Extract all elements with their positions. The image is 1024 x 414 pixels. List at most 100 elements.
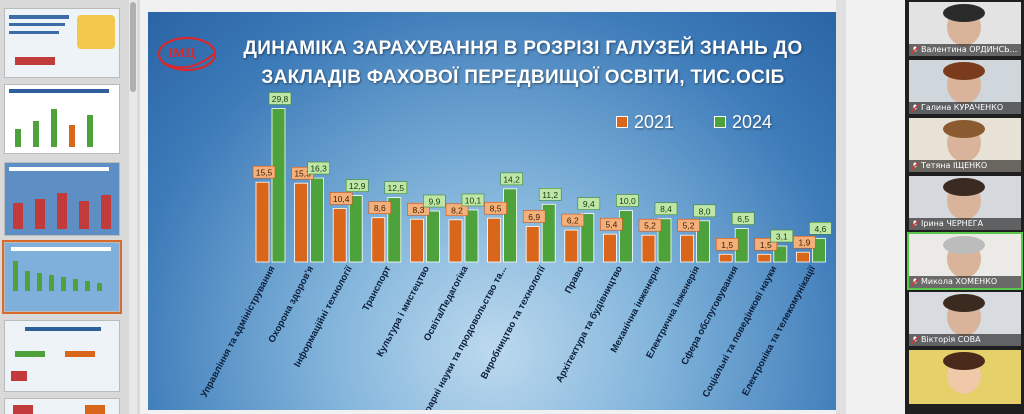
participant-name: Тетяна ІЩЕНКО bbox=[909, 160, 1021, 172]
label-bg-2024-8 bbox=[577, 197, 601, 210]
value-label-2024-11: 8,0 bbox=[699, 206, 711, 216]
bar-2021-4 bbox=[409, 218, 424, 263]
participant-hair-6 bbox=[943, 352, 985, 370]
value-label-2024-12: 6,5 bbox=[737, 214, 749, 224]
value-label-2021-0: 15,5 bbox=[256, 168, 273, 178]
bar-2021-9 bbox=[602, 233, 617, 263]
participant-tile-3[interactable]: Ірина ЧЕРНЕГА bbox=[909, 176, 1021, 230]
bar-2021-2 bbox=[332, 208, 347, 263]
label-bg-2021-12 bbox=[715, 237, 739, 251]
value-label-2024-14: 4,6 bbox=[814, 224, 826, 234]
value-label-2024-5: 10,1 bbox=[465, 195, 482, 205]
muted-mic-icon bbox=[911, 46, 919, 54]
category-label-13: Соціальні та поведінкові науки bbox=[701, 264, 780, 399]
value-label-2024-9: 10,0 bbox=[619, 196, 636, 206]
participants-panel: Валентина ОРДИНСЬ... Галина КУРАЧЕНКО Тетя… bbox=[905, 0, 1024, 414]
label-bg-2021-10 bbox=[638, 218, 662, 232]
label-bg-2024-0 bbox=[268, 92, 292, 105]
value-label-2024-1: 16,3 bbox=[310, 164, 327, 174]
value-label-2024-4: 9,9 bbox=[428, 197, 440, 207]
label-bg-2024-9 bbox=[616, 194, 639, 207]
bar-2021-1 bbox=[294, 182, 309, 263]
slide-thumbnail-1[interactable] bbox=[4, 8, 120, 78]
participant-name: Вікторія СОВА bbox=[909, 334, 1021, 346]
bar-2024-2 bbox=[348, 195, 363, 263]
thumbnails-scrollbar-thumb[interactable] bbox=[130, 2, 136, 92]
participant-hair-0 bbox=[943, 4, 985, 22]
value-label-2021-12: 1,5 bbox=[721, 240, 733, 250]
enrollment-bar-chart: 15,5 29,8 Управління та адміністрування 15,… bbox=[199, 92, 832, 410]
participant-name: Микола ХОМЕНКО bbox=[909, 276, 1021, 288]
logo-text: ІМЦ bbox=[168, 45, 196, 60]
bar-2021-5 bbox=[448, 219, 463, 263]
label-bg-2024-13 bbox=[770, 229, 794, 243]
current-slide: ІМЦ ДИНАМІКА ЗАРАХУВАННЯ В РОЗРІЗІ ГАЛУЗ… bbox=[148, 12, 838, 410]
value-label-2021-7: 6,9 bbox=[528, 212, 540, 222]
thumbnails-scrollbar[interactable] bbox=[129, 0, 137, 414]
muted-mic-icon bbox=[911, 336, 919, 344]
category-label-8: Право bbox=[563, 264, 587, 295]
value-label-2024-10: 8,4 bbox=[660, 204, 672, 214]
label-bg-2024-5 bbox=[461, 193, 485, 207]
value-label-2021-13: 1,5 bbox=[760, 240, 772, 250]
label-bg-2021-9 bbox=[600, 217, 623, 231]
legend-label-2021: 2021 bbox=[634, 112, 675, 132]
value-label-2024-7: 11,2 bbox=[542, 190, 558, 200]
bar-2021-7 bbox=[525, 226, 540, 263]
slide-area-scrollbar[interactable] bbox=[836, 0, 846, 414]
slide-title-line-2: ЗАКЛАДІВ ФАХОВОЇ ПЕРЕДВИЩОЇ ОСВІТИ, ТИС.… bbox=[261, 67, 785, 88]
bar-2024-4 bbox=[425, 210, 440, 263]
slide-thumbnail-4-current[interactable] bbox=[2, 240, 122, 314]
bar-2021-12 bbox=[718, 253, 733, 263]
label-bg-2024-11 bbox=[693, 204, 716, 218]
participant-hair-5 bbox=[943, 294, 985, 312]
value-label-2021-8: 6,2 bbox=[567, 216, 579, 226]
category-label-14: Електроніка та телекомунікації bbox=[740, 264, 818, 398]
value-label-2021-3: 8,6 bbox=[374, 203, 386, 213]
value-label-2021-4: 8,3 bbox=[412, 205, 424, 215]
label-bg-2024-3 bbox=[384, 181, 408, 194]
participant-tile-6[interactable] bbox=[909, 350, 1021, 404]
legend-label-2024: 2024 bbox=[732, 112, 773, 132]
participant-tile-0[interactable]: Валентина ОРДИНСЬ... bbox=[909, 2, 1021, 56]
label-bg-2024-14 bbox=[809, 222, 832, 235]
slide-thumbnail-2[interactable] bbox=[4, 84, 120, 154]
legend-swatch-2021 bbox=[616, 116, 628, 128]
value-label-2024-3: 12,5 bbox=[388, 183, 405, 193]
label-bg-2024-4 bbox=[423, 194, 446, 208]
slide-thumbnail-6[interactable] bbox=[4, 398, 120, 414]
slide-thumbnail-3[interactable] bbox=[4, 162, 120, 236]
value-label-2021-9: 5,4 bbox=[605, 220, 617, 230]
bar-2021-8 bbox=[564, 229, 579, 263]
value-label-2021-1: 15,3 bbox=[294, 169, 311, 179]
label-bg-2024-7 bbox=[538, 188, 562, 201]
value-label-2021-6: 8,5 bbox=[490, 204, 502, 214]
muted-mic-icon bbox=[911, 278, 919, 286]
value-label-2024-0: 29,8 bbox=[272, 94, 289, 104]
label-bg-2024-6 bbox=[500, 172, 523, 186]
participant-tile-5[interactable]: Вікторія СОВА bbox=[909, 292, 1021, 346]
label-bg-2021-3 bbox=[368, 201, 392, 215]
label-bg-2021-2 bbox=[329, 192, 353, 205]
bar-2024-0 bbox=[271, 108, 286, 263]
legend-swatch-2024 bbox=[714, 116, 726, 128]
slide-thumbnails-pane bbox=[0, 0, 140, 414]
bar-2021-11 bbox=[680, 234, 694, 263]
slide-thumbnail-5[interactable] bbox=[4, 320, 120, 392]
participant-tile-2[interactable]: Тетяна ІЩЕНКО bbox=[909, 118, 1021, 172]
value-label-2021-2: 10,4 bbox=[333, 194, 350, 204]
category-label-7: Виробництво та технології bbox=[479, 264, 548, 381]
label-bg-2024-10 bbox=[654, 202, 678, 216]
participant-tile-4[interactable]: Микола ХОМЕНКО bbox=[907, 232, 1023, 290]
muted-mic-icon bbox=[911, 220, 919, 228]
bar-2021-10 bbox=[641, 234, 656, 263]
value-label-2024-6: 14,2 bbox=[503, 174, 520, 184]
participant-tile-1[interactable]: Галина КУРАЧЕНКО bbox=[909, 60, 1021, 114]
label-bg-2021-0 bbox=[252, 165, 276, 179]
bar-2021-6 bbox=[487, 217, 502, 263]
participant-hair-2 bbox=[943, 120, 985, 138]
value-label-2021-5: 8,2 bbox=[451, 205, 463, 215]
bar-2024-1 bbox=[310, 177, 325, 263]
bar-2024-5 bbox=[464, 209, 479, 263]
muted-mic-icon bbox=[911, 162, 919, 170]
